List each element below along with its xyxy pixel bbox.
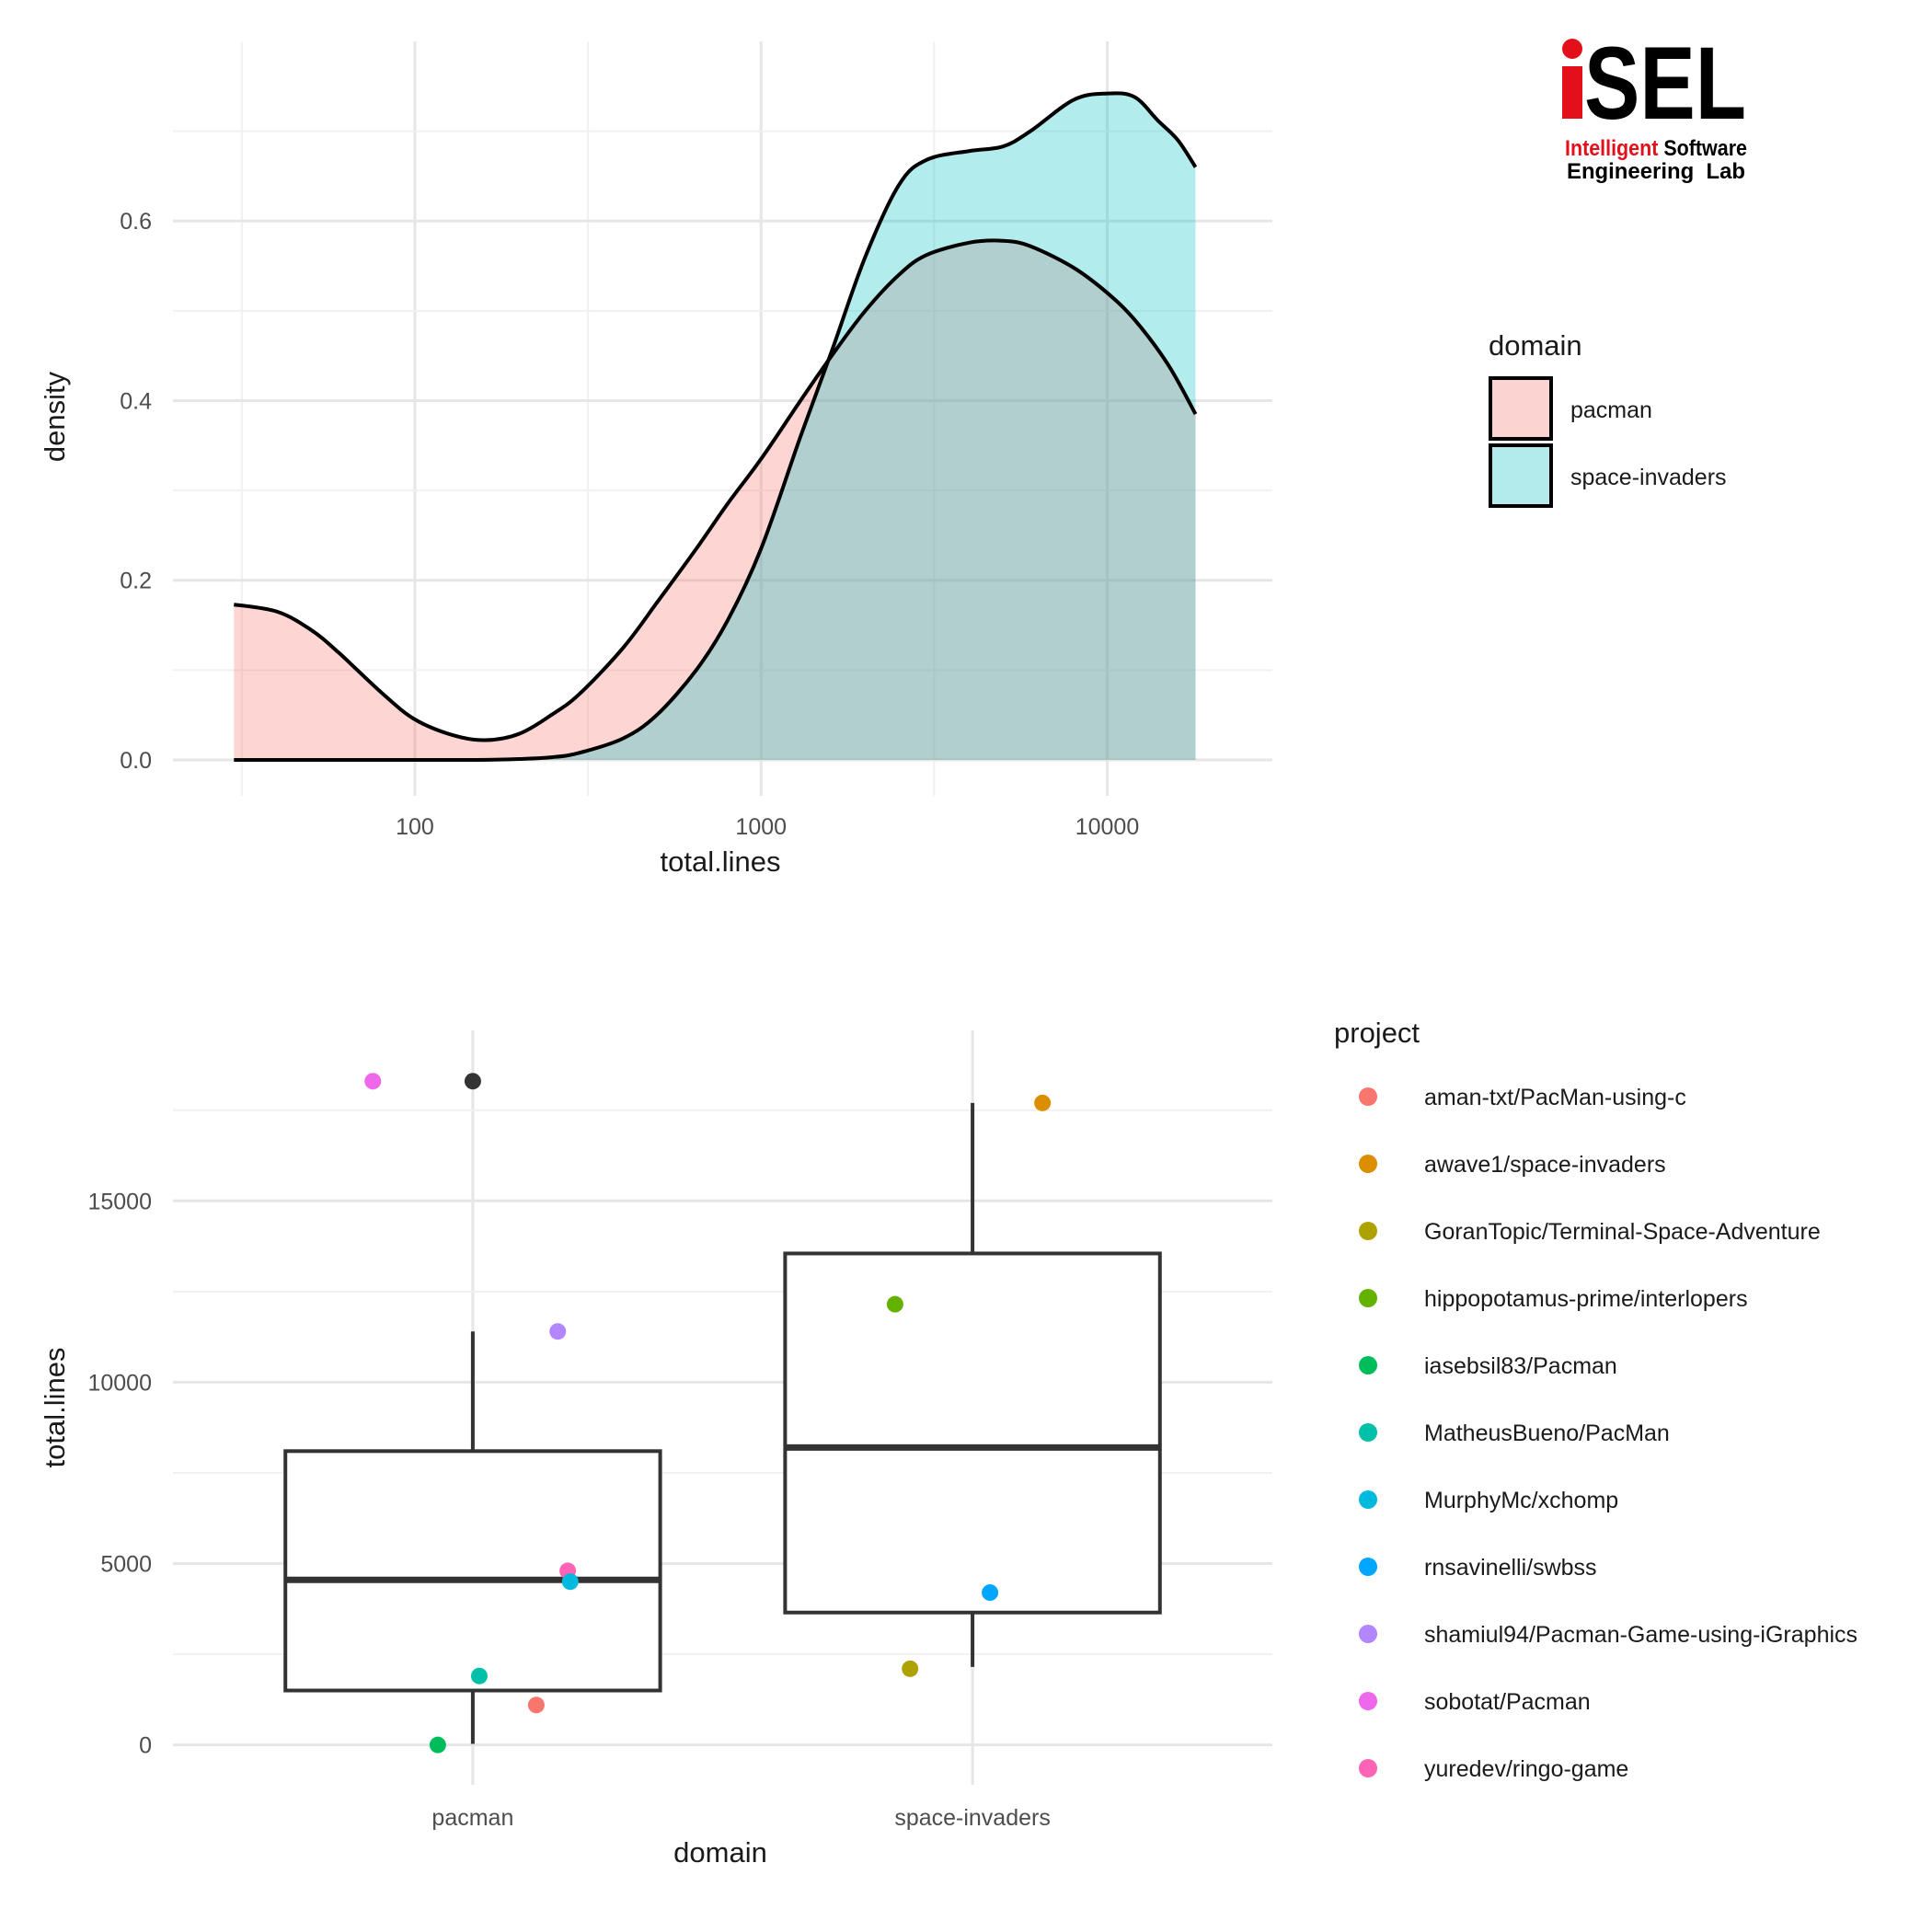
density-x-tick-label: 1000 bbox=[735, 814, 787, 840]
outlier-point bbox=[464, 1073, 481, 1090]
legend-dot-icon bbox=[1359, 1692, 1377, 1710]
point-iasebsil83-pacman bbox=[429, 1736, 446, 1754]
legend-item-label: hippopotamus-prime/interlopers bbox=[1424, 1286, 1748, 1312]
density-area-space-invaders bbox=[234, 93, 1196, 761]
logo-line1: Intelligent Software bbox=[1565, 136, 1747, 161]
density-y-ticks: 0.0 0.2 0.4 0.6 bbox=[120, 209, 152, 774]
project-legend: aman-txt/PacMan-using-c awave1/space-inva… bbox=[1359, 1085, 1857, 1782]
legend-dot-icon bbox=[1359, 1490, 1377, 1509]
density-x-tick-label: 100 bbox=[396, 814, 434, 840]
box-pacman bbox=[283, 1073, 662, 1744]
density-area-pacman bbox=[234, 240, 1196, 760]
density-legend-title: domain bbox=[1489, 329, 1582, 362]
point-hippopotamus-prime-interlopers bbox=[886, 1295, 903, 1313]
legend-dot-icon bbox=[1359, 1222, 1377, 1240]
legend-item-aman-txt-pacman-using-c: aman-txt/PacMan-using-c bbox=[1359, 1085, 1686, 1110]
legend-dot-icon bbox=[1359, 1759, 1377, 1777]
point-aman-txt-pacman-using-c bbox=[527, 1696, 545, 1714]
legend-item-gorantopic-terminal-space-adventure: GoranTopic/Terminal-Space-Adventure bbox=[1359, 1219, 1821, 1245]
legend-item-label: yuredev/ringo-game bbox=[1424, 1756, 1628, 1782]
boxplot-y-tick-label: 5000 bbox=[100, 1552, 152, 1578]
boxplot-x-axis-title: domain bbox=[673, 1836, 767, 1869]
legend-item-label: MatheusBueno/PacMan bbox=[1424, 1420, 1670, 1446]
legend-item-iasebsil83-pacman: iasebsil83/Pacman bbox=[1359, 1353, 1617, 1379]
legend-item-label: aman-txt/PacMan-using-c bbox=[1424, 1085, 1686, 1110]
legend-item-label: awave1/space-invaders bbox=[1424, 1152, 1666, 1178]
logo-i-stem bbox=[1562, 66, 1582, 119]
point-gorantopic-terminal-space-adventure bbox=[902, 1660, 919, 1677]
legend-key-pacman bbox=[1489, 376, 1553, 441]
density-areas bbox=[234, 93, 1196, 761]
boxplot-y-tick-label: 0 bbox=[139, 1733, 152, 1759]
legend-item-yuredev-ringo-game: yuredev/ringo-game bbox=[1359, 1756, 1628, 1782]
isel-logo: SEL Intelligent Software Engineering Lab bbox=[1562, 26, 1747, 184]
density-y-tick-label: 0.2 bbox=[120, 569, 152, 594]
boxplot-y-axis-title: total.lines bbox=[39, 1348, 71, 1468]
density-y-tick-label: 0.6 bbox=[120, 209, 152, 235]
logo-letters: SEL bbox=[1584, 26, 1746, 141]
legend-dot-icon bbox=[1359, 1625, 1377, 1643]
legend-item-murphymc-xchomp: MurphyMc/xchomp bbox=[1359, 1488, 1618, 1513]
density-lines bbox=[233, 91, 1198, 763]
point-rnsavinelli-swbss bbox=[982, 1584, 999, 1602]
logo-red-dot-icon bbox=[1562, 39, 1582, 59]
logo-line1-black: Software bbox=[1663, 136, 1747, 161]
density-y-tick-label: 0.0 bbox=[120, 748, 152, 774]
boxplot-x-tick-label: pacman bbox=[431, 1805, 513, 1831]
point-matheusbueno-pacman bbox=[470, 1667, 488, 1685]
legend-label-pacman: pacman bbox=[1570, 397, 1652, 423]
logo-line1-red: Intelligent bbox=[1565, 136, 1658, 161]
legend-item-label: rnsavinelli/swbss bbox=[1424, 1555, 1597, 1581]
boxplot-y-tick-label: 15000 bbox=[87, 1189, 152, 1214]
box-iqr bbox=[283, 1449, 662, 1693]
legend-dot-icon bbox=[1359, 1155, 1377, 1173]
legend-item-label: iasebsil83/Pacman bbox=[1424, 1353, 1617, 1379]
density-legend: domain pacman space-invaders bbox=[1489, 329, 1727, 508]
boxplot-chart: 0 5000 10000 15000 pacman space-invaders dom… bbox=[39, 1017, 1857, 1869]
legend-item-hippopotamus-prime-interlopers: hippopotamus-prime/interlopers bbox=[1359, 1286, 1748, 1312]
legend-dot-icon bbox=[1359, 1356, 1377, 1374]
boxplot-boxes bbox=[283, 1073, 1162, 1744]
boxplot-y-ticks: 0 5000 10000 15000 bbox=[87, 1189, 152, 1758]
legend-dot-icon bbox=[1359, 1423, 1377, 1442]
legend-item-label: MurphyMc/xchomp bbox=[1424, 1488, 1618, 1513]
density-x-tick-label: 10000 bbox=[1075, 814, 1140, 840]
box-iqr bbox=[783, 1251, 1162, 1615]
logo-line2: Engineering Lab bbox=[1567, 159, 1745, 184]
density-y-axis-title: density bbox=[39, 371, 71, 462]
density-chart: 0.0 0.2 0.4 0.6 100 1000 10000 total.lines de… bbox=[39, 41, 1727, 878]
box-space-invaders bbox=[783, 1102, 1162, 1667]
boxplot-y-tick-label: 10000 bbox=[87, 1370, 152, 1396]
point-awave1-space-invaders bbox=[1034, 1094, 1052, 1111]
legend-label-space-invaders: space-invaders bbox=[1570, 465, 1727, 490]
density-y-tick-label: 0.4 bbox=[120, 388, 152, 414]
legend-item-shamiul94-pacman-game-using-igraphics: shamiul94/Pacman-Game-using-iGraphics bbox=[1359, 1622, 1857, 1648]
legend-item-sobotat-pacman: sobotat/Pacman bbox=[1359, 1689, 1591, 1715]
boxplot-points bbox=[364, 1073, 1052, 1754]
legend-item-label: sobotat/Pacman bbox=[1424, 1689, 1591, 1715]
density-x-axis-title: total.lines bbox=[661, 845, 781, 878]
point-murphymc-xchomp bbox=[561, 1573, 579, 1591]
legend-item-awave1-space-invaders: awave1/space-invaders bbox=[1359, 1152, 1666, 1178]
point-sobotat-pacman bbox=[364, 1073, 382, 1090]
density-x-ticks: 100 1000 10000 bbox=[396, 814, 1139, 840]
boxplot-x-tick-label: space-invaders bbox=[894, 1805, 1051, 1831]
boxplot-x-ticks: pacman space-invaders bbox=[431, 1805, 1050, 1831]
legend-item-matheusbueno-pacman: MatheusBueno/PacMan bbox=[1359, 1420, 1670, 1446]
legend-key-space-invaders bbox=[1489, 443, 1553, 508]
legend-dot-icon bbox=[1359, 1087, 1377, 1106]
density-line-pacman bbox=[233, 238, 1198, 742]
project-legend-title: project bbox=[1334, 1017, 1420, 1049]
density-line-space-invaders bbox=[234, 91, 1198, 763]
legend-item-label: GoranTopic/Terminal-Space-Adventure bbox=[1424, 1219, 1821, 1245]
legend-dot-icon bbox=[1359, 1558, 1377, 1576]
legend-item-rnsavinelli-swbss: rnsavinelli/swbss bbox=[1359, 1555, 1597, 1581]
legend-item-label: shamiul94/Pacman-Game-using-iGraphics bbox=[1424, 1622, 1857, 1648]
point-shamiul94-pacman-game-using-igraphics bbox=[549, 1323, 567, 1340]
legend-dot-icon bbox=[1359, 1289, 1377, 1307]
